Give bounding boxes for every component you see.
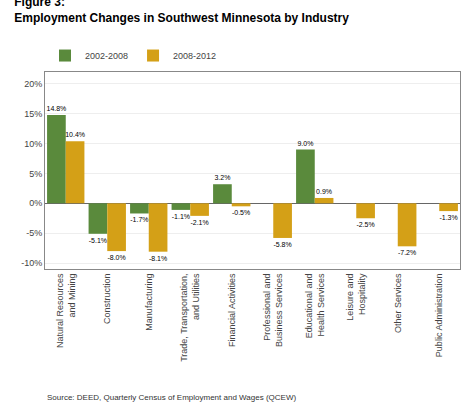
svg-text:0%: 0% (29, 198, 42, 208)
svg-text:10%: 10% (24, 139, 42, 149)
svg-text:Professional andBusiness Servi: Professional andBusiness Services (262, 273, 284, 347)
svg-text:-10%: -10% (21, 258, 42, 268)
svg-text:Trade, Transportation,and Util: Trade, Transportation,and Utilities (179, 273, 201, 362)
svg-text:3.2%: 3.2% (214, 174, 230, 181)
svg-text:-1.3%: -1.3% (439, 214, 457, 221)
svg-text:Educational andHealth Services: Educational andHealth Services (304, 273, 326, 338)
svg-text:-8.0%: -8.0% (107, 254, 125, 261)
svg-text:-8.1%: -8.1% (149, 255, 167, 262)
svg-text:2002-2008: 2002-2008 (85, 51, 128, 61)
svg-text:-2.1%: -2.1% (190, 219, 208, 226)
svg-text:Public Administration: Public Administration (434, 274, 444, 358)
svg-text:14.8%: 14.8% (46, 105, 66, 112)
svg-text:10.4%: 10.4% (65, 131, 85, 138)
svg-text:-2.5%: -2.5% (356, 221, 374, 228)
svg-text:2008-2012: 2008-2012 (173, 51, 216, 61)
svg-text:-5%: -5% (26, 228, 42, 238)
svg-text:Construction: Construction (102, 274, 112, 325)
svg-text:-1.7%: -1.7% (130, 216, 148, 223)
svg-text:Manufacturing: Manufacturing (144, 274, 154, 331)
svg-text:Leisure andHospitality: Leisure andHospitality (345, 273, 367, 321)
svg-text:Source: DEED, Quarterly Census: Source: DEED, Quarterly Census of Employ… (47, 393, 296, 402)
svg-text:5%: 5% (29, 169, 42, 179)
svg-text:15%: 15% (24, 109, 42, 119)
svg-text:-7.2%: -7.2% (398, 249, 416, 256)
svg-text:9.0%: 9.0% (297, 140, 313, 147)
svg-text:Natural Resourcesand Mining: Natural Resourcesand Mining (55, 273, 77, 348)
svg-text:20%: 20% (24, 79, 42, 89)
svg-text:-5.8%: -5.8% (273, 241, 291, 248)
svg-text:-5.1%: -5.1% (89, 237, 107, 244)
svg-text:0.9%: 0.9% (316, 188, 332, 195)
svg-text:-1.1%: -1.1% (172, 213, 190, 220)
svg-text:Other Services: Other Services (393, 273, 403, 333)
svg-text:Figure 3:Employment Changes in: Figure 3:Employment Changes in Southwest… (14, 0, 349, 25)
svg-text:Financial Activities: Financial Activities (227, 273, 237, 347)
svg-text:-0.5%: -0.5% (232, 209, 250, 216)
